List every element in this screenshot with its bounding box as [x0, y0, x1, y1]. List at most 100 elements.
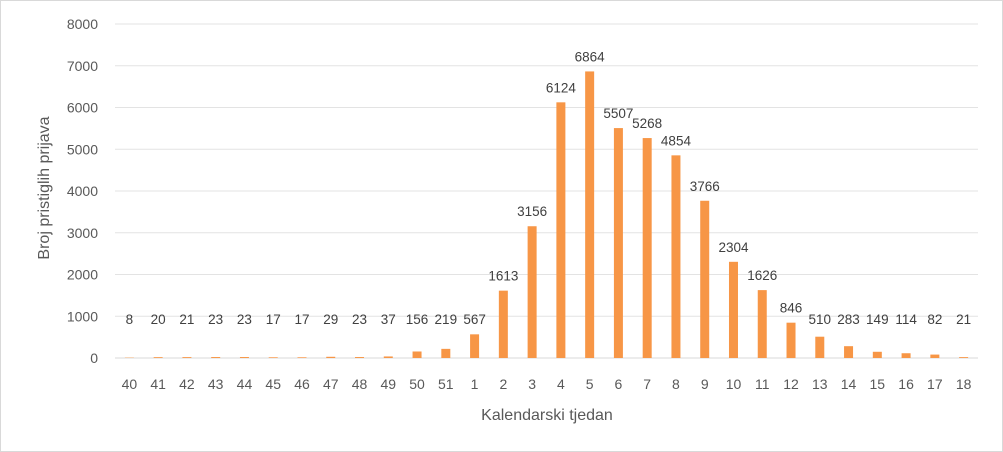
- bar: [383, 356, 393, 358]
- bar: [412, 351, 422, 358]
- x-tick-label: 47: [323, 376, 339, 392]
- bar: [815, 336, 825, 358]
- x-tick-label: 4: [557, 376, 565, 392]
- data-label: 82: [927, 312, 942, 327]
- bar: [153, 357, 163, 358]
- data-label: 29: [323, 312, 338, 327]
- x-tick-label: 11: [755, 376, 770, 392]
- y-axis-ticks: 0 1000 2000 3000 4000 5000 6000 7000 8000: [67, 16, 98, 366]
- y-tick-label: 2000: [67, 267, 98, 283]
- y-tick-label: 3000: [67, 225, 98, 241]
- x-tick-label: 12: [783, 376, 799, 392]
- x-tick-label: 14: [841, 376, 857, 392]
- x-tick-label: 42: [179, 376, 195, 392]
- x-tick-label: 44: [237, 376, 253, 392]
- x-tick-label: 8: [672, 376, 680, 392]
- data-label: 20: [151, 312, 166, 327]
- data-label: 23: [208, 312, 223, 327]
- x-tick-label: 6: [615, 376, 623, 392]
- gridlines: [115, 23, 978, 359]
- x-tick-label: 7: [643, 376, 651, 392]
- bar: [527, 226, 537, 358]
- x-tick-label: 48: [352, 376, 368, 392]
- data-label: 8: [126, 312, 134, 327]
- bar: [441, 348, 451, 358]
- bars: [124, 71, 969, 358]
- y-tick-label: 1000: [67, 308, 98, 324]
- bar: [901, 353, 911, 358]
- data-label: 23: [237, 312, 252, 327]
- data-label: 5507: [603, 106, 633, 121]
- x-tick-label: 50: [409, 376, 425, 392]
- x-tick-label: 41: [150, 376, 166, 392]
- x-axis-title: Kalendarski tjedan: [481, 407, 613, 424]
- bar: [844, 346, 854, 358]
- x-tick-label: 13: [812, 376, 828, 392]
- bar: [728, 261, 738, 358]
- data-label: 283: [837, 312, 860, 327]
- x-tick-label: 1: [471, 376, 479, 392]
- data-label: 3156: [517, 204, 547, 219]
- y-tick-label: 7000: [67, 58, 98, 74]
- data-label: 149: [866, 312, 889, 327]
- x-tick-label: 45: [265, 376, 281, 392]
- bar: [470, 334, 480, 358]
- y-tick-label: 0: [90, 350, 98, 366]
- bar: [613, 128, 623, 358]
- data-label: 23: [352, 312, 367, 327]
- data-label: 21: [179, 312, 194, 327]
- x-tick-label: 15: [870, 376, 886, 392]
- x-tick-label: 49: [380, 376, 396, 392]
- bar: [239, 357, 249, 358]
- data-label: 3766: [690, 179, 720, 194]
- data-label: 37: [381, 312, 396, 327]
- data-label: 17: [266, 312, 281, 327]
- bar: [872, 351, 882, 358]
- data-label: 156: [406, 312, 429, 327]
- x-tick-label: 43: [208, 376, 224, 392]
- data-label: 219: [435, 312, 458, 327]
- data-label: 17: [294, 312, 309, 327]
- x-tick-label: 16: [898, 376, 914, 392]
- bar: [930, 354, 940, 358]
- bar: [211, 357, 221, 358]
- data-label: 2304: [718, 240, 749, 255]
- data-label: 21: [956, 312, 971, 327]
- x-tick-label: 40: [122, 376, 138, 392]
- data-label: 114: [895, 312, 917, 327]
- bar: [959, 357, 969, 358]
- bar: [556, 102, 566, 358]
- x-tick-label: 10: [726, 376, 742, 392]
- y-axis-title: Broj pristiglih prijava: [36, 116, 53, 259]
- bar: [182, 357, 192, 358]
- data-label: 1613: [488, 269, 518, 284]
- x-tick-label: 18: [956, 376, 972, 392]
- y-tick-label: 5000: [67, 141, 98, 157]
- x-tick-label: 9: [701, 376, 709, 392]
- bar: [700, 200, 710, 358]
- bar: [326, 356, 336, 358]
- bar: [757, 290, 767, 358]
- y-tick-label: 6000: [67, 100, 98, 116]
- data-label: 4854: [661, 133, 692, 148]
- y-tick-label: 8000: [67, 16, 98, 32]
- data-label: 1626: [747, 268, 777, 283]
- x-tick-label: 17: [927, 376, 943, 392]
- bar: [297, 357, 307, 358]
- x-tick-label: 51: [438, 376, 454, 392]
- x-tick-label: 2: [499, 376, 507, 392]
- bar: [268, 357, 278, 358]
- bar: [786, 322, 796, 358]
- bar: [642, 138, 652, 358]
- bar: [498, 290, 508, 358]
- x-axis-ticks: 40 41 42 43 44 45 46 47 48 49 50 51 1 2 3 4 5 6 7 8 9 10 11 12 1…: [122, 376, 972, 392]
- data-label: 846: [780, 301, 803, 316]
- bar: [355, 357, 365, 358]
- data-label: 567: [463, 312, 486, 327]
- data-labels: 8 20 21 23 23 17 17 29 23 37 156 219 567 1613 3156 6124…: [126, 49, 972, 327]
- data-label: 6124: [546, 80, 577, 95]
- x-tick-label: 46: [294, 376, 310, 392]
- data-label: 510: [809, 312, 832, 327]
